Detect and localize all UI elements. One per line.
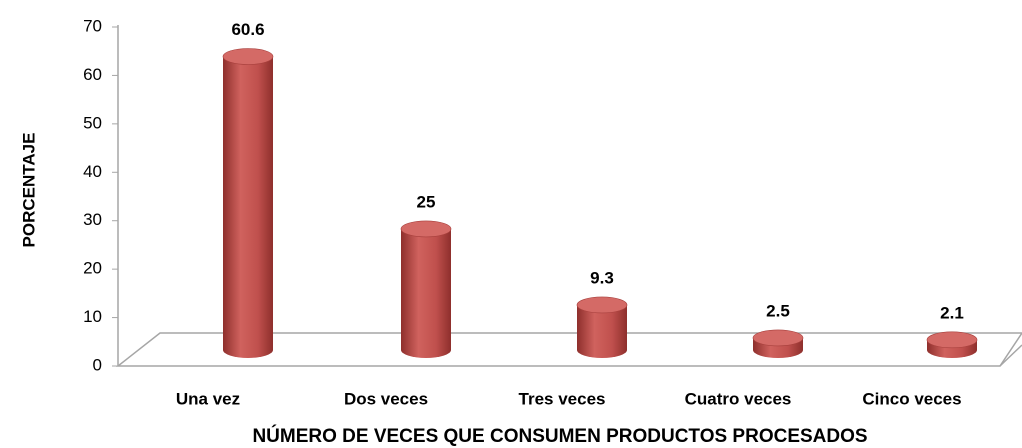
y-tick-label: 60 bbox=[83, 65, 102, 84]
value-label: 60.6 bbox=[231, 20, 264, 39]
x-tick-label: Dos veces bbox=[344, 389, 428, 408]
bar-top bbox=[222, 48, 274, 65]
bar bbox=[577, 304, 627, 358]
floor-edge bbox=[999, 344, 1022, 367]
x-axis-title: NÚMERO DE VECES QUE CONSUMEN PRODUCTOS P… bbox=[252, 425, 867, 447]
x-tick-label: Cuatro veces bbox=[685, 389, 792, 408]
bar-top bbox=[752, 329, 804, 347]
value-label: 25 bbox=[417, 192, 436, 211]
bar-top bbox=[576, 296, 628, 314]
y-tick-label: 70 bbox=[83, 16, 102, 35]
bar bbox=[401, 228, 451, 358]
y-axis-title: PORCENTAJE bbox=[19, 133, 38, 248]
bar-top bbox=[926, 331, 978, 349]
value-label: 2.1 bbox=[940, 303, 964, 322]
x-tick-label: Cinco veces bbox=[862, 389, 961, 408]
y-tick-label: 10 bbox=[83, 307, 102, 326]
value-label: 2.5 bbox=[766, 301, 790, 320]
x-tick-label: Tres veces bbox=[519, 389, 606, 408]
y-tick-label: 0 bbox=[93, 355, 102, 374]
x-tick-label: Una vez bbox=[176, 389, 240, 408]
y-tick-label: 40 bbox=[83, 162, 102, 181]
floor bbox=[115, 332, 1022, 367]
y-tick-label: 30 bbox=[83, 210, 102, 229]
bar bbox=[223, 56, 273, 358]
y-tick-label: 50 bbox=[83, 113, 102, 132]
bar-top bbox=[400, 220, 452, 238]
y-tick-label: 20 bbox=[83, 259, 102, 278]
value-label: 9.3 bbox=[590, 268, 614, 287]
